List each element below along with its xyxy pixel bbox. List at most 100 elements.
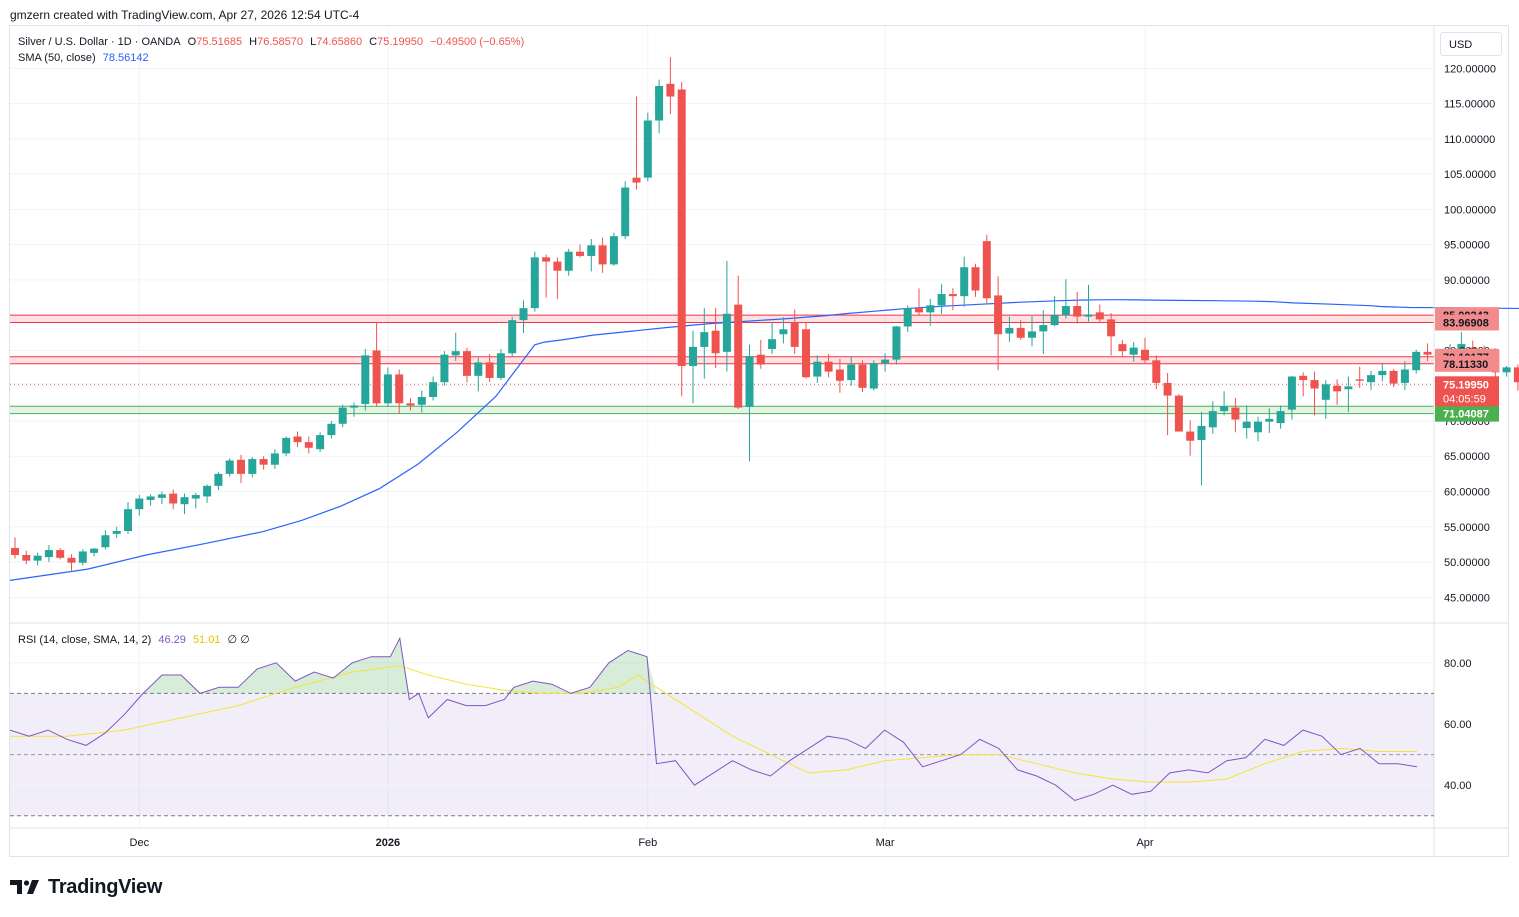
candle-body [598, 245, 607, 265]
candle-body [1502, 367, 1511, 373]
candle-body [338, 407, 347, 424]
candle-body [722, 313, 731, 352]
zone-band [10, 315, 1434, 323]
candle-body [881, 359, 890, 364]
candle-body [259, 459, 268, 465]
candle-body [451, 351, 460, 356]
candle-body [677, 89, 686, 366]
candle-body [1367, 375, 1375, 383]
candle-body [1276, 411, 1285, 424]
candle-body [734, 304, 743, 408]
candle-body [1197, 425, 1206, 441]
price-tick-label: 110.00000 [1444, 134, 1495, 146]
price-tick-label: 45.00000 [1444, 592, 1490, 604]
price-tick-label: 60.00000 [1444, 487, 1490, 499]
zone-bottom-price-tag [1435, 314, 1499, 331]
sma-value: 78.56142 [102, 52, 149, 64]
currency-selector[interactable]: USD [1440, 32, 1502, 56]
candle-body [383, 374, 392, 404]
ohlc-open: O75.51685 [187, 36, 243, 48]
candle-body [1050, 315, 1059, 326]
candle-body [440, 354, 449, 383]
candle-body [1231, 407, 1240, 420]
symbol-legend: Silver / U.S. Dollar · 1D · OANDA O75.51… [18, 36, 528, 48]
rsi-legend: RSI (14, close, SMA, 14, 2) 46.29 51.01 … [18, 633, 254, 646]
candle-body [372, 350, 381, 404]
candle-body [1333, 385, 1342, 392]
candle-body [1061, 306, 1070, 316]
candle-body [824, 361, 833, 372]
rsi-tick-label: 60.00 [1444, 719, 1472, 731]
candle-body [327, 423, 336, 436]
tradingview-logo-icon [10, 880, 39, 894]
candle-body [135, 498, 144, 510]
tradingview-brand: TradingView [48, 875, 163, 898]
candle-body [429, 382, 438, 398]
rsi-label: RSI (14, close, SMA, 14, 2) [18, 634, 152, 646]
countdown-label: 04:05:59 [1443, 393, 1486, 405]
candle-body [1016, 327, 1025, 338]
candle-body [948, 294, 957, 297]
price-tick-label: 90.00000 [1444, 275, 1490, 287]
candle-body [1084, 314, 1093, 317]
candle-body [124, 509, 132, 532]
rsi-ma-value: 51.01 [192, 634, 221, 646]
candle-body [474, 362, 483, 376]
candle-body [982, 241, 991, 299]
support-resistance-zones [10, 314, 1434, 415]
zone-bottom-price-tag [1435, 405, 1499, 422]
candle-body [1118, 344, 1127, 352]
candle-body [395, 374, 404, 404]
candle-body [587, 245, 596, 256]
candle-body [1073, 306, 1082, 317]
footer-brand: TradingView [10, 875, 162, 899]
candle-body [191, 495, 200, 499]
candle-body [1005, 327, 1014, 334]
candle-body [406, 403, 415, 406]
candle-body [847, 364, 856, 381]
rsi-line [9, 636, 1418, 802]
price-tick-label: 50.00000 [1444, 557, 1490, 569]
candle-body [1129, 347, 1138, 355]
candle-body [316, 435, 325, 450]
sma-layer [9, 299, 1519, 581]
candle-body [960, 267, 969, 297]
candle-body [1423, 351, 1432, 355]
rsi-extra: ∅ ∅ [227, 634, 250, 646]
candle-body [225, 460, 234, 474]
price-tick-label: 55.00000 [1444, 522, 1490, 534]
candle-body [700, 332, 709, 347]
zone-bottom-price-tag [1435, 355, 1499, 372]
zone-band [10, 356, 1434, 364]
candle-body [56, 550, 65, 558]
candle-body [903, 308, 912, 327]
candle-body [496, 353, 505, 378]
time-tick-label: Dec [130, 837, 150, 849]
zone-bottom-price-label: 71.04087 [1443, 409, 1489, 421]
chart-credit: gmzern created with TradingView.com, Apr… [10, 8, 360, 22]
candle-body [1344, 386, 1353, 390]
candle-body [971, 267, 980, 291]
candle-body [112, 531, 121, 534]
candle-body [203, 485, 212, 497]
candle-body [1254, 421, 1262, 433]
candle-body [180, 497, 189, 505]
candle-body [293, 436, 302, 443]
candle-body [361, 355, 370, 405]
candle-body [157, 494, 166, 498]
candle-body [1412, 351, 1421, 371]
candle-body [1163, 382, 1172, 396]
rsi-tick-label: 80.00 [1444, 658, 1472, 670]
candle-body [1265, 418, 1274, 422]
candle-body [1321, 384, 1330, 400]
candle-body [33, 555, 42, 561]
candle-body [689, 346, 697, 366]
candle-body [542, 257, 551, 262]
rsi-value: 46.29 [158, 634, 186, 646]
candle-body [519, 308, 528, 321]
rsi-ma-line [10, 665, 1417, 783]
candle-body [994, 295, 1003, 335]
candle-body [1310, 380, 1319, 389]
candle-body [869, 363, 878, 389]
